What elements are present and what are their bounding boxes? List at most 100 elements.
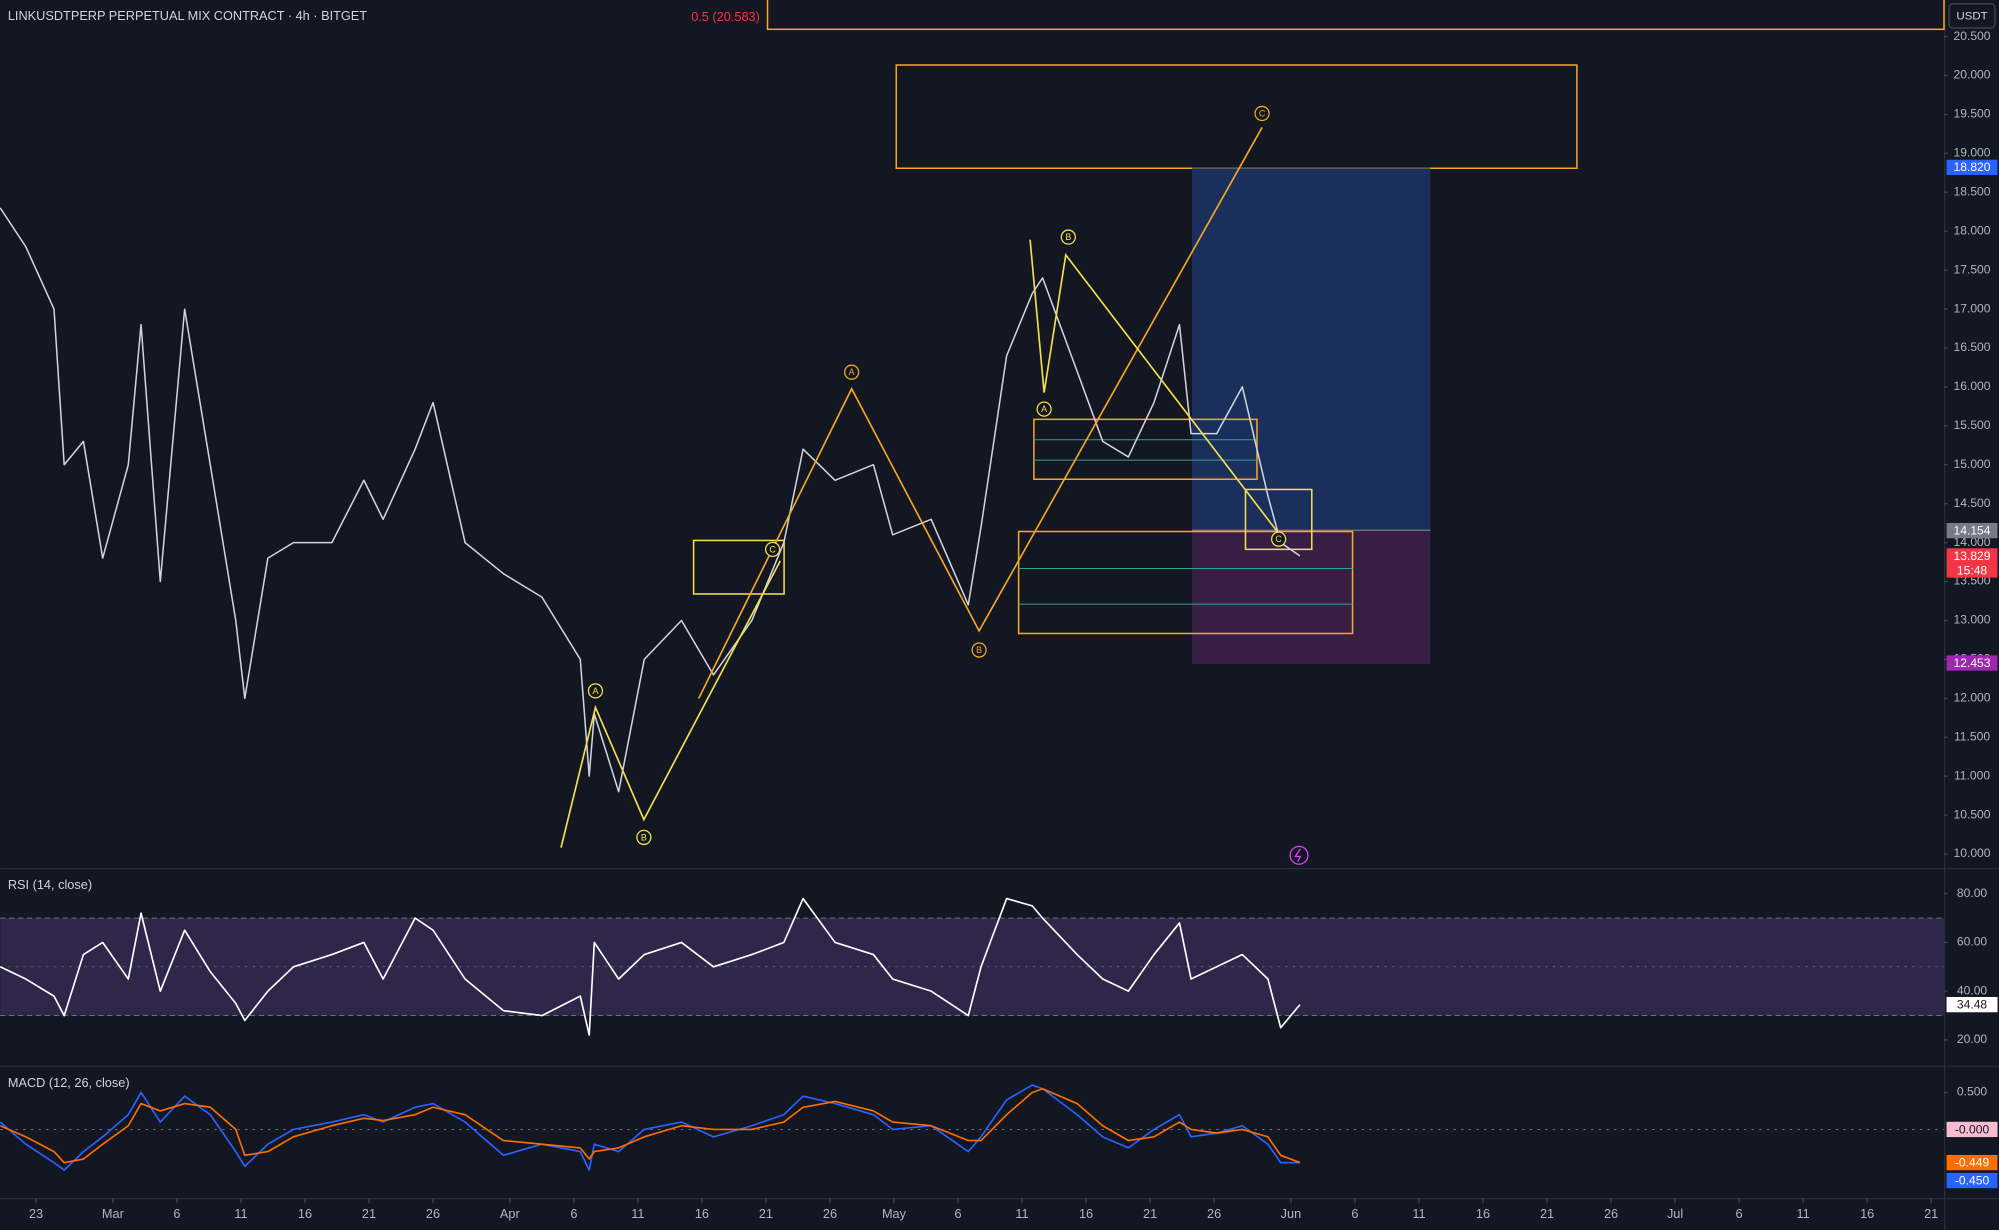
x-tick-label: 16 (1079, 1206, 1093, 1221)
y-tick-label: 14.500 (1954, 496, 1991, 510)
y-tick-label: 20.000 (1954, 68, 1991, 82)
price-badge (1946, 159, 1998, 176)
y-tick-label: 11.500 (1954, 729, 1990, 743)
wave-label-circle (587, 683, 604, 699)
y-tick-label: 11.000 (1954, 768, 1990, 782)
price-badge-label: 13.829 (1954, 549, 1991, 563)
x-tick-label: 16 (298, 1206, 312, 1221)
y-tick-label: 18.500 (1954, 184, 1991, 198)
x-tick-label: 11 (1015, 1206, 1028, 1221)
fib-label: 0.5 (20.583) (691, 9, 760, 24)
y-tick-label: 15.000 (1954, 457, 1991, 471)
alert-icon[interactable] (1289, 845, 1309, 865)
x-tick-label: 16 (1476, 1206, 1490, 1221)
y-tick-label: 16.500 (1954, 340, 1991, 354)
price-badge (1946, 548, 1998, 564)
wave-label: A (592, 686, 598, 696)
x-tick-label: 21 (362, 1206, 376, 1221)
x-tick-label: 6 (954, 1206, 961, 1221)
y-tick-label: 15.500 (1954, 418, 1991, 432)
price-badge-label: 18.820 (1954, 160, 1991, 174)
x-tick-label: 11 (631, 1206, 644, 1221)
wave-label-circle (1036, 401, 1052, 417)
x-tick-label: 21 (1924, 1206, 1938, 1221)
y-tick-label: 19.500 (1954, 107, 1991, 121)
y-tick-label: 40.00 (1957, 983, 1988, 997)
wave-label-circle (1254, 105, 1270, 122)
price-badge (1946, 1154, 1998, 1171)
price-badge-label: -0.000 (1955, 1122, 1990, 1136)
price-badge-label: 12.453 (1954, 656, 1991, 670)
x-tick-label: 11 (1412, 1206, 1425, 1221)
series-line (0, 207, 1301, 793)
price-badge-label: 14.154 (1954, 523, 1991, 537)
alert-icon-bolt (1294, 848, 1302, 862)
x-tick-label: 26 (426, 1206, 440, 1221)
wave-label: B (1065, 232, 1071, 242)
wave-label-circle (843, 364, 860, 380)
wave-label: C (769, 544, 776, 554)
position-profit (1191, 166, 1431, 531)
series-line (0, 897, 1301, 1036)
y-tick-label: 19.000 (1954, 146, 1991, 160)
x-tick-label: 23 (29, 1206, 43, 1221)
wave-label: B (976, 645, 982, 655)
y-tick-label: 20.500 (1954, 29, 1991, 43)
y-tick-label: 80.00 (1957, 886, 1988, 900)
y-tick-label: 60.00 (1957, 935, 1988, 949)
price-badge-sub (1946, 563, 1998, 578)
series-line (0, 1087, 1301, 1164)
y-tick-label: 20.00 (1957, 1032, 1988, 1046)
x-tick-label: 16 (695, 1206, 709, 1221)
x-tick-label: 21 (759, 1206, 773, 1221)
y-tick-label: 18.000 (1954, 223, 1991, 237)
y-tick-label: 10.000 (1954, 846, 1991, 860)
x-tick-label: Mar (102, 1206, 125, 1221)
y-tick-label: 17.000 (1954, 301, 1991, 315)
zone-box (692, 539, 785, 595)
fib-box (766, 0, 1945, 31)
y-tick-label: 13.000 (1954, 613, 1991, 627)
wave-label: A (1041, 404, 1047, 414)
x-tick-label: 26 (1207, 1206, 1221, 1221)
zone-box (1017, 530, 1354, 635)
wave-label-circle (971, 642, 987, 658)
price-badge (1946, 655, 1998, 671)
x-tick-label: 16 (1860, 1206, 1874, 1221)
symbol-title: LINKUSDTPERP PERPETUAL MIX CONTRACT · 4h… (8, 8, 367, 23)
series-line (0, 1084, 1300, 1171)
wave-label: B (641, 832, 647, 842)
wave-line (560, 560, 781, 848)
x-tick-label: 6 (1736, 1206, 1743, 1221)
y-tick-label: 0.500 (1957, 1085, 1988, 1099)
price-badge-label: -0.449 (1955, 1155, 1990, 1169)
y-tick-label: 16.000 (1954, 379, 1991, 393)
currency-button[interactable] (1948, 3, 1996, 29)
wave-label-circle (636, 829, 652, 846)
x-tick-label: Apr (500, 1206, 521, 1221)
position-loss (1191, 530, 1431, 665)
x-tick-label: Jul (1667, 1206, 1683, 1221)
macd-title: MACD (12, 26, close) (8, 1075, 130, 1090)
price-badge (1946, 1172, 1998, 1189)
x-tick-label: 11 (1797, 1206, 1810, 1221)
x-tick-label: 21 (1143, 1206, 1157, 1221)
x-tick-label: May (882, 1206, 907, 1221)
x-tick-label: 26 (1604, 1206, 1618, 1221)
y-tick-label: 17.500 (1954, 262, 1991, 276)
currency-label[interactable]: USDT (1956, 11, 1987, 23)
wave-line (1029, 239, 1286, 543)
wave-label-circle (1060, 229, 1076, 245)
zone-box (1244, 488, 1313, 551)
price-badge (1946, 996, 1998, 1013)
price-badge-label: -0.450 (1955, 1173, 1990, 1187)
x-tick-label: Jun (1281, 1206, 1302, 1221)
x-tick-label: 6 (1351, 1206, 1358, 1221)
price-badge-label: 34.48 (1957, 997, 1988, 1011)
wave-label: C (1259, 108, 1266, 118)
x-tick-label: 6 (570, 1206, 577, 1221)
wave-label-circle (764, 541, 781, 558)
